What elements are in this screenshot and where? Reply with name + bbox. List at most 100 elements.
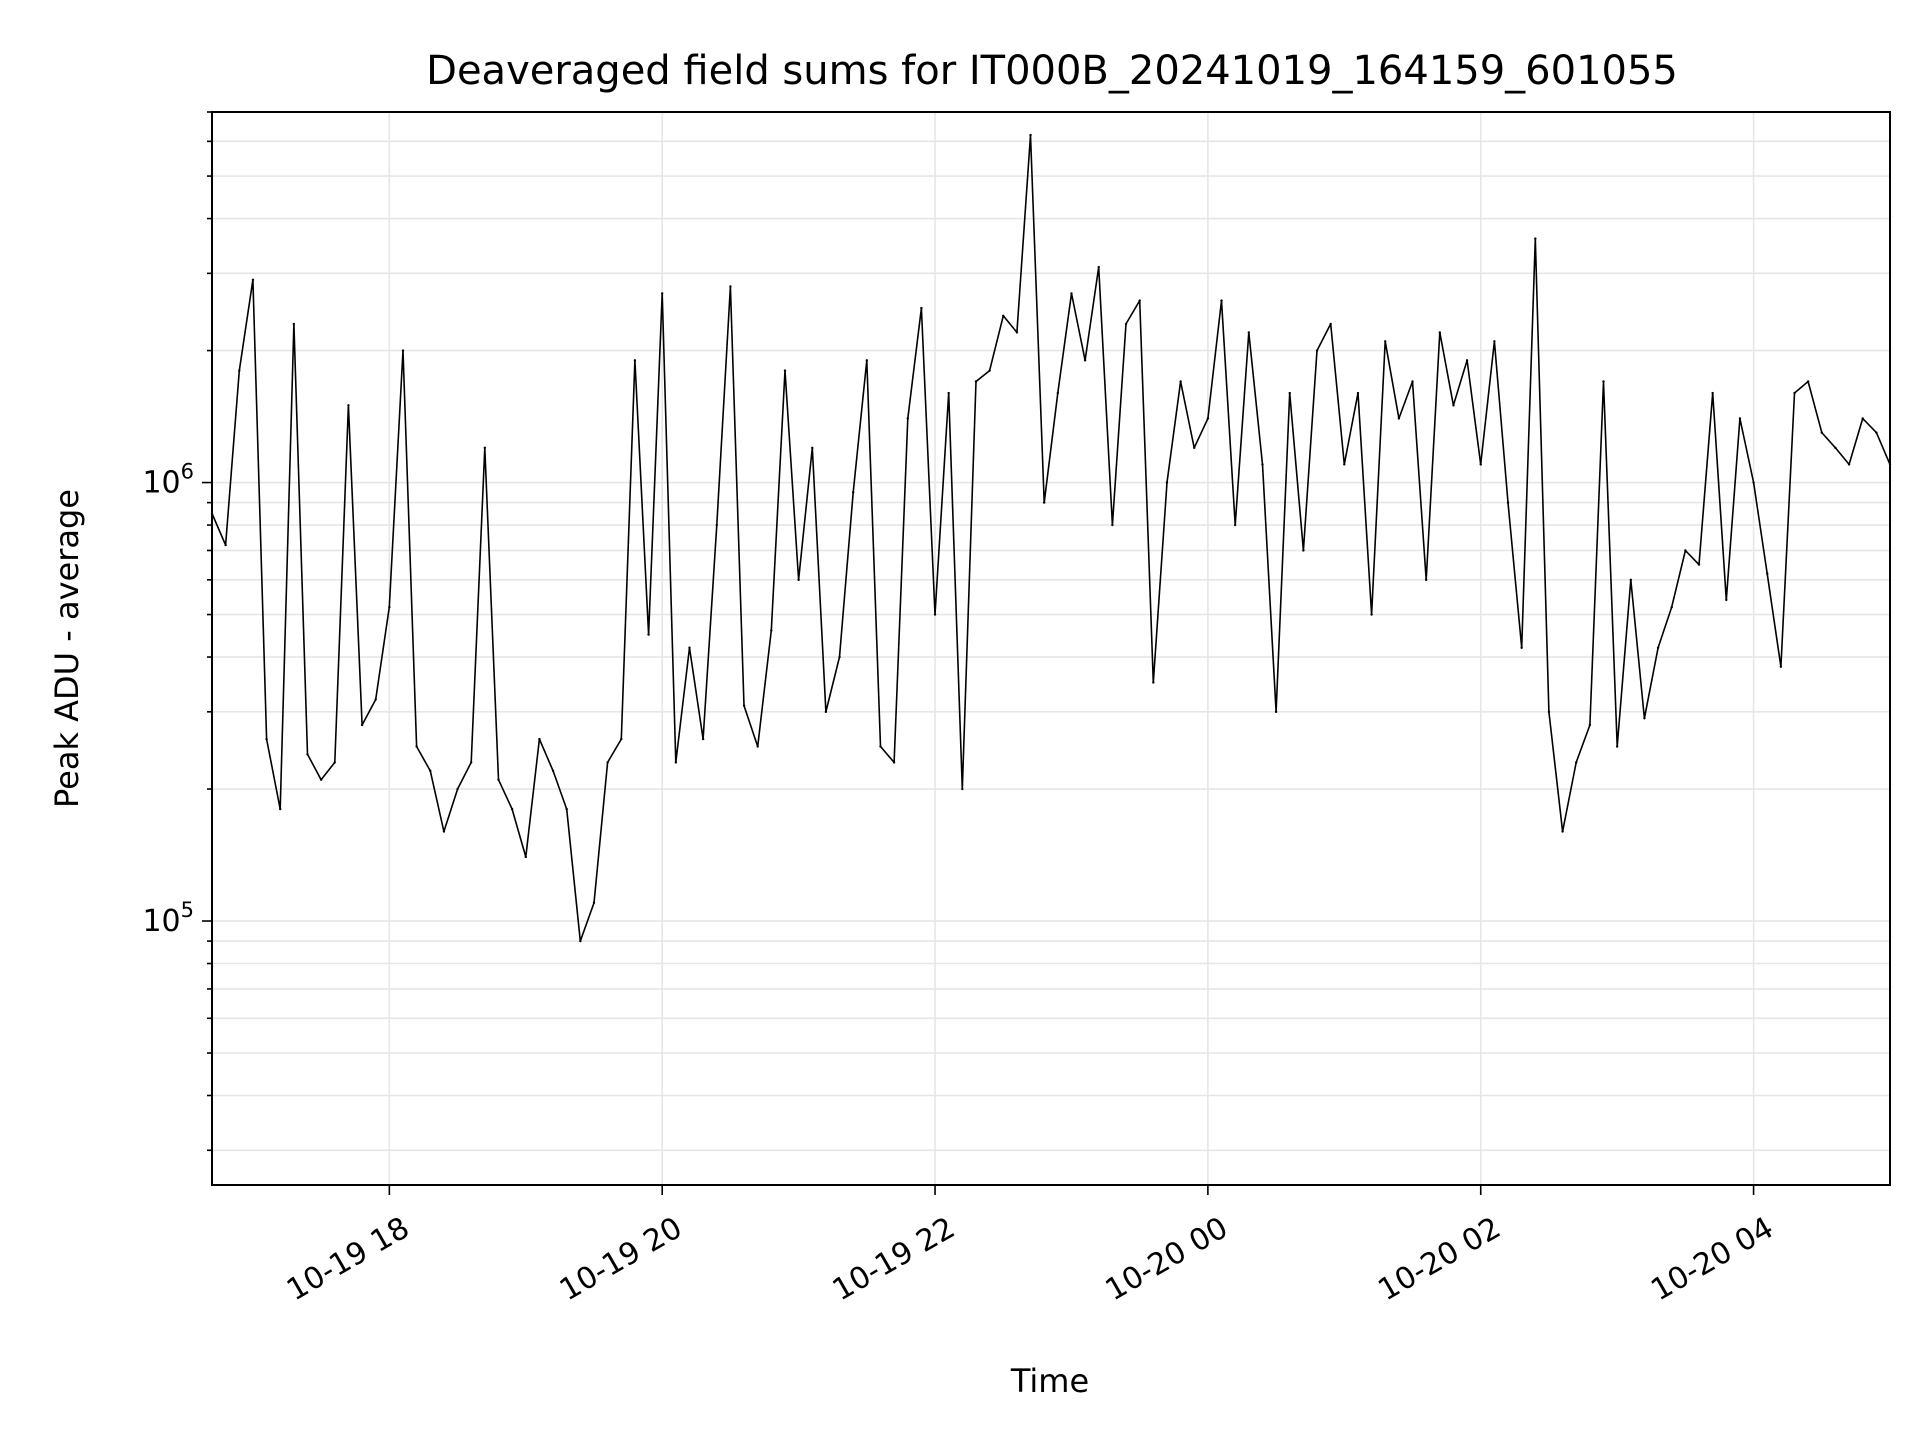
data-point [224, 543, 227, 547]
data-point [1479, 463, 1482, 466]
plot-frame [211, 111, 1891, 1186]
data-point [1629, 578, 1632, 582]
data-point [1561, 830, 1564, 833]
data-point [811, 446, 814, 450]
data-point [1861, 417, 1864, 420]
data-point [1397, 417, 1401, 420]
data-point [947, 391, 950, 395]
data-point [1124, 322, 1128, 326]
data-point [1766, 572, 1769, 575]
data-point [1520, 646, 1523, 649]
data-point [906, 417, 909, 420]
data-point [374, 698, 377, 701]
data-point [251, 278, 255, 282]
data-point [510, 807, 514, 811]
data-point [1738, 417, 1742, 420]
data-point [456, 787, 459, 791]
data-point [1793, 391, 1796, 395]
data-point [429, 769, 432, 773]
data-point [1261, 463, 1264, 466]
data-point [1438, 331, 1442, 334]
data-point [415, 745, 418, 748]
data-point [1233, 523, 1237, 527]
chart-title: Deaveraged field sums for IT000B_2024101… [426, 48, 1678, 94]
data-point [1493, 340, 1496, 343]
y-tick-base: 10 [142, 904, 180, 939]
data-point [1411, 380, 1414, 383]
data-point [865, 359, 869, 362]
data-point [388, 605, 391, 609]
data-point [892, 761, 896, 764]
data-point [1042, 501, 1046, 504]
data-point [1875, 431, 1878, 434]
data-point [1684, 549, 1687, 552]
data-point [1424, 578, 1428, 582]
y-tick-label: 106 [142, 460, 194, 501]
y-tick-exponent: 6 [181, 460, 194, 484]
data-point [497, 778, 500, 781]
data-point [1547, 710, 1551, 714]
data-point [1015, 331, 1019, 334]
data-point [1779, 665, 1783, 668]
data-point [1806, 380, 1810, 383]
data-point [729, 285, 732, 288]
data-point [824, 710, 828, 714]
data-point [360, 723, 364, 727]
data-point [401, 349, 405, 352]
y-tick-exponent: 5 [181, 898, 194, 922]
data-point [1847, 463, 1851, 466]
data-point [265, 737, 268, 741]
data-point [1820, 431, 1823, 434]
data-point [306, 753, 309, 756]
data-point [961, 787, 964, 791]
data-point [701, 737, 705, 741]
data-point [1697, 563, 1701, 566]
data-point [1070, 292, 1073, 295]
data-point [1329, 322, 1332, 326]
data-point [1274, 710, 1278, 714]
data-point [483, 446, 487, 450]
data-point [442, 830, 446, 833]
data-point [1111, 523, 1114, 527]
data-point [797, 578, 800, 582]
data-point [688, 646, 691, 649]
data-point [620, 737, 623, 741]
data-point [1315, 349, 1319, 352]
data-point [470, 761, 473, 764]
data-point [1506, 501, 1510, 504]
data-point [1165, 481, 1169, 484]
data-point [333, 761, 336, 764]
data-point [756, 745, 759, 748]
data-point [1384, 340, 1387, 343]
data-point [1370, 613, 1373, 616]
series-line [211, 134, 1891, 942]
data-point [1097, 265, 1100, 269]
data-point [1206, 417, 1210, 420]
y-axis-label: Peak ADU - average [48, 489, 86, 808]
data-series [210, 133, 1892, 943]
x-axis-label: Time [1010, 1362, 1089, 1400]
data-point [1465, 359, 1469, 362]
data-point [319, 778, 323, 781]
data-point [1725, 598, 1728, 602]
data-point [1602, 380, 1605, 383]
data-point [1302, 549, 1305, 552]
data-point [1656, 646, 1660, 649]
data-point [988, 369, 991, 372]
data-point [933, 613, 937, 616]
y-tick-base: 10 [142, 466, 180, 501]
data-point [1247, 331, 1251, 334]
data-point [292, 322, 296, 326]
data-point [1452, 404, 1455, 407]
data-point [633, 359, 637, 362]
data-point [1670, 605, 1673, 609]
data-point [1588, 723, 1592, 727]
data-point [551, 769, 555, 773]
data-point [1138, 299, 1141, 302]
data-point [1288, 391, 1291, 395]
data-point [674, 761, 678, 764]
data-point [1575, 761, 1578, 764]
data-point [851, 491, 855, 494]
y-tick-label: 105 [142, 898, 194, 939]
data-point [1083, 359, 1087, 362]
